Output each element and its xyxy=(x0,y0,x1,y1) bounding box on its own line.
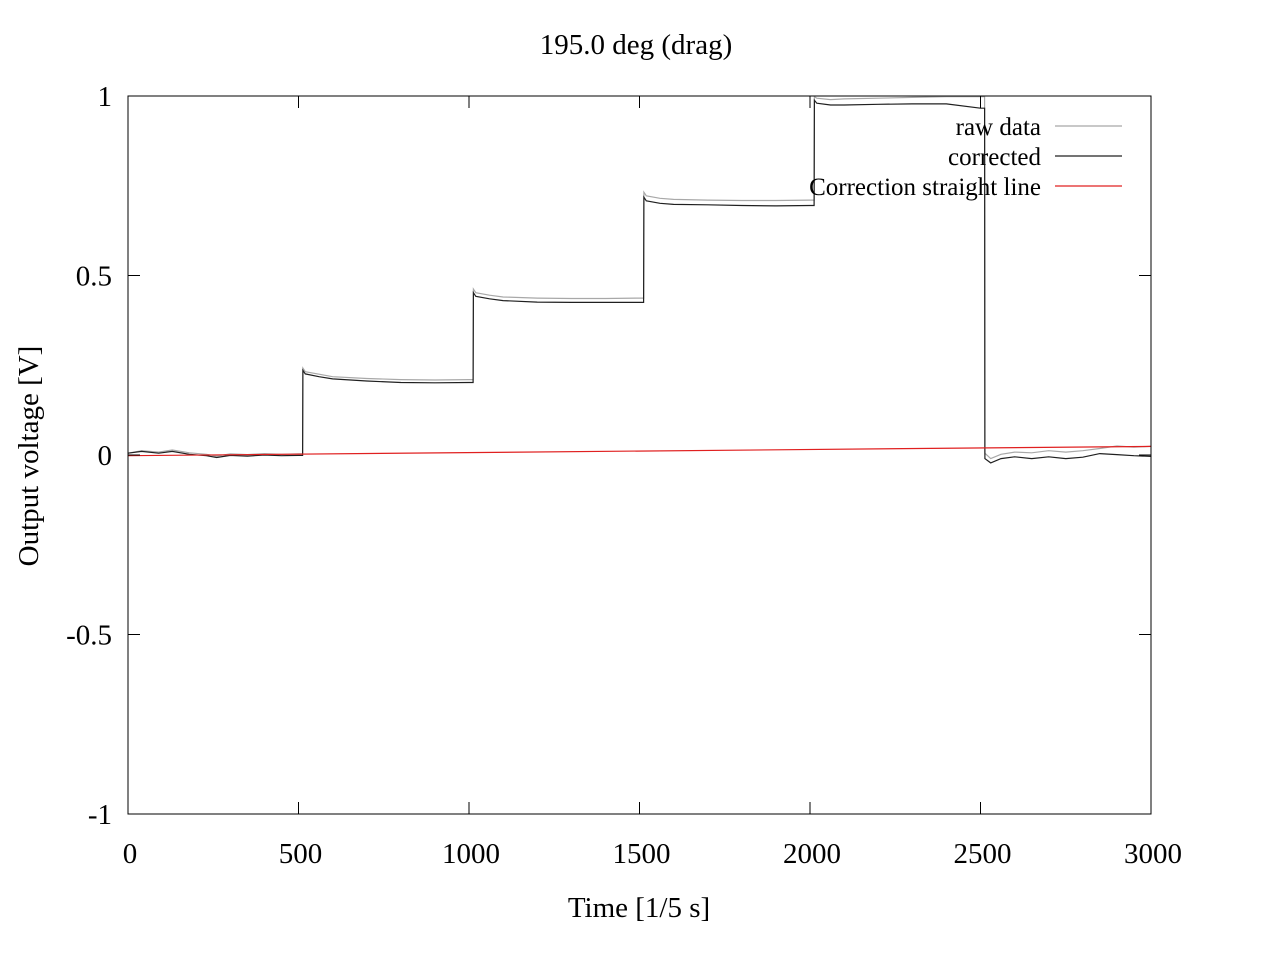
x-tick-label: 3000 xyxy=(1124,838,1182,870)
y-tick-label: 1 xyxy=(98,81,113,113)
legend-label-correction-straight-line: Correction straight line xyxy=(809,174,1041,201)
y-tick-label: -1 xyxy=(88,799,112,831)
x-tick-label: 500 xyxy=(279,838,323,870)
series-line-correction-straight-line xyxy=(127,445,1152,457)
legend-label-corrected: corrected xyxy=(948,144,1041,171)
chart-title: 195.0 deg (drag) xyxy=(540,29,732,61)
series-line-corrected xyxy=(127,98,1152,464)
y-tick-label: 0 xyxy=(98,440,113,472)
y-tick-label: -0.5 xyxy=(66,620,112,652)
legend-label-raw-data: raw data xyxy=(956,114,1041,141)
x-tick-label: 0 xyxy=(123,838,138,870)
x-tick-label: 1000 xyxy=(442,838,500,870)
x-axis-label: Time [1/5 s] xyxy=(568,892,710,924)
x-tick-label: 1500 xyxy=(613,838,671,870)
series-layer xyxy=(127,95,1152,464)
legend: raw data corrected Correction straight lin… xyxy=(809,114,1122,201)
y-tick-label: 0.5 xyxy=(76,261,112,293)
tick-layer: 0 500 1000 1500 2000 2500 3000 -1 -0.5 0 0.5 1 xyxy=(66,81,1182,870)
x-tick-label: 2500 xyxy=(954,838,1012,870)
plot-area: 0 500 1000 1500 2000 2500 3000 -1 -0.5 0 0.5 1 xyxy=(66,81,1182,870)
y-axis-label: Output voltage [V] xyxy=(13,346,45,567)
x-tick-label: 2000 xyxy=(783,838,841,870)
plot-frame xyxy=(127,95,1152,815)
